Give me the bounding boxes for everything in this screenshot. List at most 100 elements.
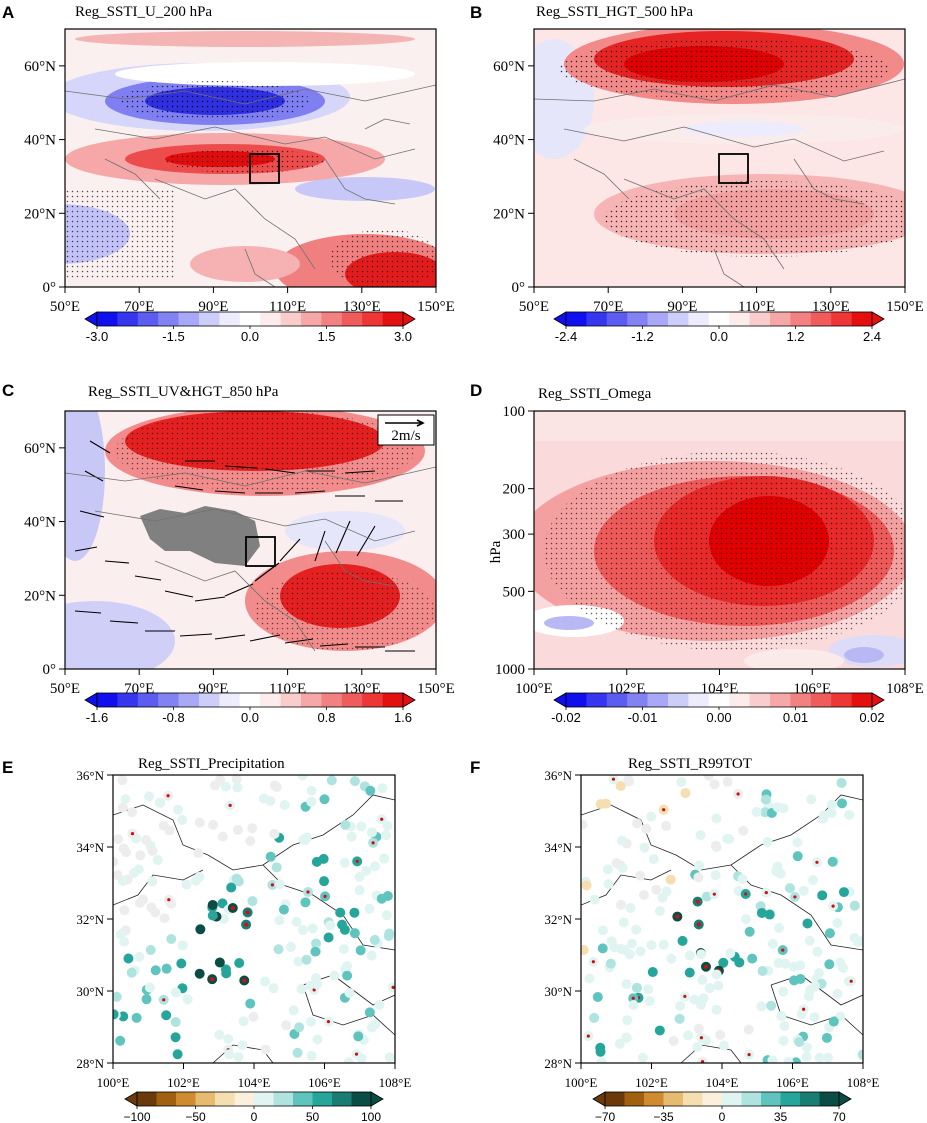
y-tick-label: 60°N (493, 59, 525, 75)
station-point (135, 850, 146, 861)
colorbar-swatch (668, 312, 689, 326)
station-point (113, 991, 122, 1002)
station-point (801, 1051, 812, 1062)
station-point (335, 907, 346, 918)
station-point (288, 1005, 299, 1016)
station-point (802, 918, 813, 929)
station-point (641, 823, 652, 834)
station-point (117, 802, 128, 813)
station-point (365, 785, 376, 796)
station-point (374, 999, 385, 1010)
station-point (801, 1042, 812, 1053)
panel-a: A Reg_SSTI_U_200 hPa 50°E 70°E 90°E 110° (2, 3, 455, 344)
colorbar-swatch (644, 1092, 664, 1106)
y-tick-label: 0° (43, 662, 57, 678)
y-tick-label: 20°N (24, 206, 56, 222)
station-point (113, 834, 124, 845)
station-point (596, 1057, 607, 1063)
colorbar-swatch (158, 693, 179, 707)
station-point (595, 799, 606, 810)
significance-marker (326, 1020, 331, 1024)
panel-d-ylabel: hPa (488, 540, 504, 563)
y-tick-label: 0° (43, 280, 57, 296)
station-point (176, 958, 187, 969)
station-point (377, 783, 388, 794)
x-tick-label: 102°E (635, 1075, 668, 1090)
significance-marker (355, 859, 359, 863)
station-point (756, 1001, 767, 1012)
colorbar-swatch (362, 693, 383, 707)
station-point (710, 840, 721, 851)
station-point (115, 1035, 126, 1046)
station-point (615, 781, 626, 792)
station-point (158, 820, 169, 831)
panel-d-colorbar: -0.02 -0.01 0.00 0.01 0.02 (551, 692, 885, 725)
colorbar-label: 0.00 (706, 710, 731, 725)
colorbar-swatch (301, 312, 322, 326)
station-point (344, 987, 355, 998)
significance-marker (849, 979, 853, 983)
colorbar-swatch (606, 693, 628, 707)
colorbar-swatch (800, 1092, 820, 1106)
station-point (589, 1012, 600, 1023)
station-point (170, 1032, 181, 1043)
station-point (619, 944, 630, 955)
station-point (126, 967, 137, 978)
significance-marker (391, 985, 395, 989)
station-point (783, 1056, 794, 1063)
vector-reference-box (377, 414, 435, 446)
station-point (804, 935, 815, 946)
colorbar-swatch (668, 693, 689, 707)
significance-marker (815, 860, 819, 864)
colorbar-swatch (199, 693, 220, 707)
station-point (827, 856, 838, 867)
panel-d-section (534, 411, 905, 669)
panel-e-map (113, 775, 395, 1063)
station-point (741, 914, 752, 925)
station-point (383, 931, 394, 942)
y-tick-label: 36°N (544, 768, 572, 783)
significance-marker (210, 977, 215, 982)
station-point (144, 791, 155, 802)
colorbar-label: 0.8 (317, 710, 335, 725)
station-point (361, 865, 372, 876)
station-point (247, 896, 258, 907)
station-point (792, 837, 803, 848)
y-tick-label: 0° (512, 280, 526, 296)
station-point (307, 923, 318, 934)
x-tick-label: 108°E (886, 681, 924, 697)
colorbar-label: 0.0 (241, 329, 259, 344)
station-point (661, 886, 672, 897)
colorbar-swatch (117, 693, 139, 707)
y-tick-label: 500 (503, 584, 526, 600)
station-point (635, 946, 646, 957)
station-point (602, 864, 613, 875)
significance-marker (242, 978, 247, 983)
panel-e-title: Reg_SSTI_Precipitation (138, 756, 285, 772)
station-point (646, 940, 657, 951)
x-tick-label: 150°E (417, 299, 455, 315)
station-point (597, 925, 608, 936)
colorbar-min-arrow (124, 1091, 138, 1107)
station-point (381, 830, 392, 841)
panel-b: B Reg_SSTI_HGT_500 hPa 50°E 70°E 90°E 110°E… (470, 3, 924, 344)
significance-marker (323, 894, 327, 898)
colorbar-label: 50 (306, 1110, 320, 1123)
colorbar-swatch (647, 312, 669, 326)
station-point (584, 973, 595, 984)
station-point (356, 821, 367, 832)
colorbar-swatch (382, 312, 404, 326)
station-point (581, 819, 588, 830)
station-point (369, 861, 380, 872)
station-point (318, 853, 329, 864)
x-tick-label: 104°E (238, 1075, 271, 1090)
station-point (296, 984, 307, 995)
station-point (832, 918, 843, 929)
significance-marker (699, 1036, 704, 1040)
station-point (237, 1040, 248, 1051)
station-point (271, 781, 282, 792)
station-point (697, 974, 708, 985)
station-point (349, 928, 360, 939)
panel-c-study-box (245, 536, 276, 567)
x-tick-label: 100°E (515, 681, 553, 697)
